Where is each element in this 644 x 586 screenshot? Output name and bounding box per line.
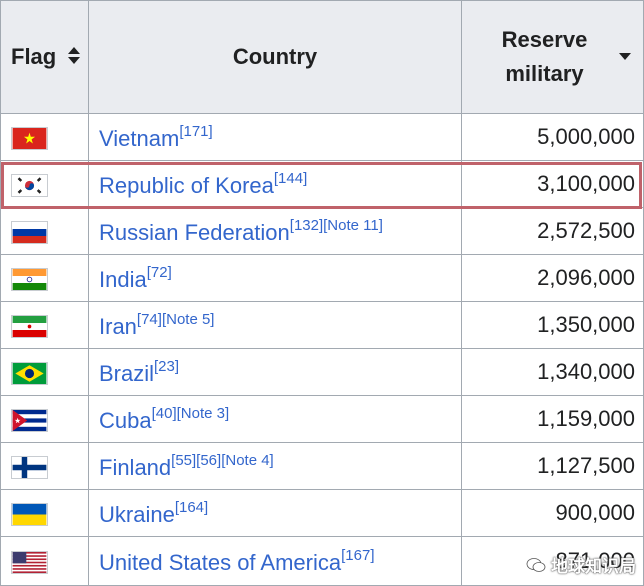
reserve-value: 2,096,000	[461, 254, 644, 302]
table-row: Republic of Korea[144] 3,100,000	[0, 160, 644, 208]
country-column-header[interactable]: Country	[88, 0, 462, 114]
country-link[interactable]: Vietnam	[99, 125, 180, 151]
watermark: 地球知识局	[526, 552, 636, 577]
country-link[interactable]: Finland	[99, 454, 172, 480]
country-link[interactable]: United States of America	[99, 549, 342, 575]
reference-link[interactable]: [72]	[146, 263, 172, 281]
reserve-value: 1,127,500	[461, 442, 644, 490]
table-row: Finland[55][56][Note 4] 1,127,500	[0, 442, 644, 490]
country-link[interactable]: Republic of Korea	[99, 172, 274, 198]
reserve-value: 900,000	[461, 489, 644, 537]
table-row: Vietnam[171] 5,000,000	[0, 113, 644, 161]
table-row: Russian Federation[132][Note 11] 2,572,5…	[0, 207, 644, 255]
iran-flag-icon[interactable]	[11, 314, 48, 338]
wechat-icon	[526, 557, 546, 572]
sort-descending-icon[interactable]	[619, 53, 631, 60]
table-row: Iran[74][Note 5] 1,350,000	[0, 301, 644, 349]
usa-flag-icon[interactable]	[11, 550, 48, 574]
flag-header-label: Flag	[11, 44, 57, 69]
reserve-value: 5,000,000	[461, 113, 644, 161]
country-link[interactable]: Brazil	[99, 360, 155, 386]
table-row: Cuba[40][Note 3] 1,159,000	[0, 395, 644, 443]
table-row: Ukraine[164] 900,000	[0, 489, 644, 537]
country-link[interactable]: India	[99, 266, 147, 292]
country-link[interactable]: Ukraine	[99, 501, 175, 527]
reference-link[interactable]: [132][Note 11]	[289, 216, 383, 234]
brazil-flag-icon[interactable]	[11, 361, 48, 385]
reference-link[interactable]: [167]	[341, 546, 375, 564]
reserve-value: 871,000	[461, 536, 644, 586]
table-row: India[72] 2,096,000	[0, 254, 644, 302]
country-link[interactable]: Russian Federation	[99, 219, 290, 245]
reserve-column-header[interactable]: Reserve military	[461, 0, 644, 114]
ukraine-flag-icon[interactable]	[11, 502, 48, 526]
table-row: United States of America[167] 871,000	[0, 536, 644, 586]
finland-flag-icon[interactable]	[11, 455, 48, 479]
flag-column-header[interactable]: Flag	[0, 0, 89, 114]
russia-flag-icon[interactable]	[11, 220, 48, 244]
reserve-value: 1,340,000	[461, 348, 644, 396]
south-korea-flag-icon[interactable]	[11, 173, 48, 197]
reserve-header-line1: Reserve	[501, 27, 588, 52]
reserve-header-line2: military	[505, 61, 584, 86]
vietnam-flag-icon[interactable]	[11, 126, 48, 150]
reference-link[interactable]: [23]	[154, 357, 180, 375]
reserve-value: 1,159,000	[461, 395, 644, 443]
reference-link[interactable]: [164]	[174, 498, 209, 516]
table-row: Brazil[23] 1,340,000	[0, 348, 644, 396]
reference-link[interactable]: [55][56][Note 4]	[171, 451, 274, 469]
reserve-value: 3,100,000	[461, 160, 644, 208]
reserve-value: 1,350,000	[461, 301, 644, 349]
india-flag-icon[interactable]	[11, 267, 48, 291]
table-header-row: Flag Country Reserve military	[0, 0, 644, 114]
reference-link[interactable]: [40][Note 3]	[151, 404, 230, 422]
country-header-label: Country	[232, 44, 318, 69]
reference-link[interactable]: [144]	[273, 169, 308, 187]
reference-link[interactable]: [171]	[179, 122, 213, 140]
reserve-value: 2,572,500	[461, 207, 644, 255]
cuba-flag-icon[interactable]	[11, 408, 48, 432]
watermark-text: 地球知识局	[551, 557, 636, 576]
country-link[interactable]: Cuba	[99, 407, 152, 433]
country-link[interactable]: Iran	[99, 313, 137, 339]
reference-link[interactable]: [74][Note 5]	[136, 310, 215, 328]
sort-icon[interactable]	[68, 46, 81, 66]
reserve-header-label: Reserve military	[502, 23, 604, 91]
